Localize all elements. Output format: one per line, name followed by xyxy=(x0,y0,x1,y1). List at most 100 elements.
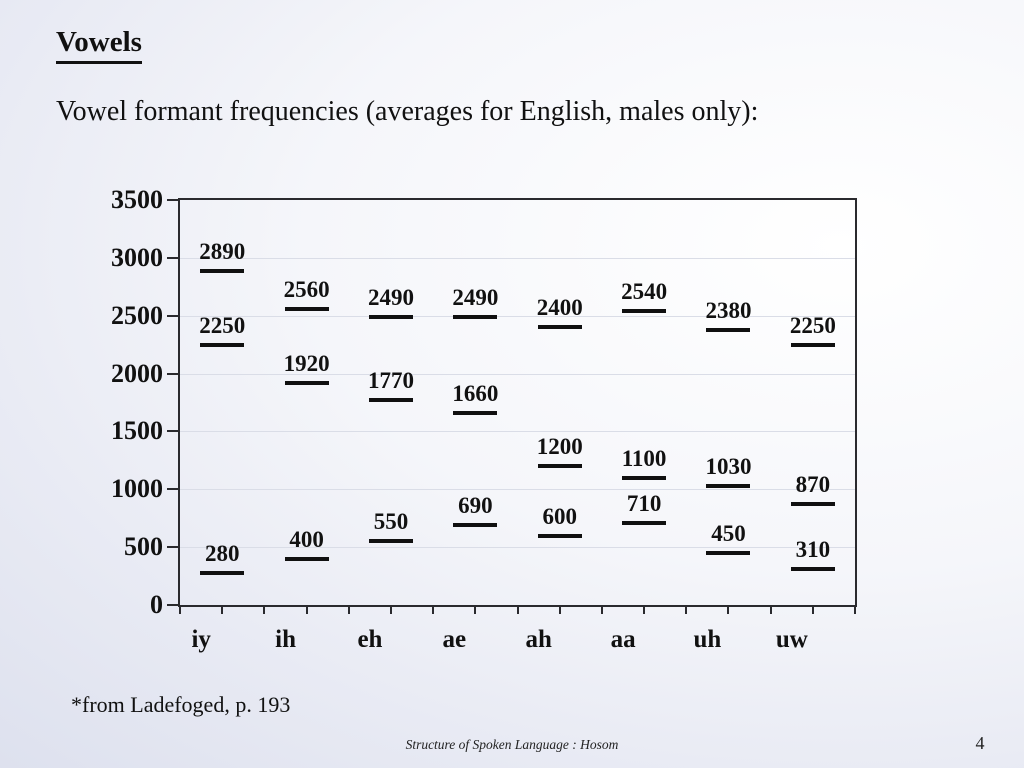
y-axis-label: 1000 xyxy=(111,474,163,504)
x-axis-tick xyxy=(558,605,561,614)
data-marker xyxy=(453,410,498,415)
x-axis-tick xyxy=(179,605,181,614)
data-value-label: 2250 xyxy=(789,312,836,338)
x-axis-label: ih xyxy=(275,626,296,653)
x-axis-tick xyxy=(221,605,224,614)
data-value-label: 690 xyxy=(458,493,493,519)
data-value-label: 2890 xyxy=(199,238,246,264)
gridline xyxy=(180,373,855,375)
y-axis-tick xyxy=(167,256,180,259)
y-axis-label: 2000 xyxy=(111,358,163,388)
x-axis-label: aa xyxy=(610,626,636,653)
x-axis-tick xyxy=(516,605,519,614)
x-axis-tick xyxy=(685,605,688,614)
deck-footer: Structure of Spoken Language : Hosom xyxy=(405,737,619,752)
data-value-label: 1660 xyxy=(452,380,499,406)
data-value-label: 2380 xyxy=(705,297,752,323)
x-axis-tick xyxy=(769,605,772,614)
x-axis-label: eh xyxy=(357,626,383,653)
x-axis-tick xyxy=(389,605,392,614)
data-value-label: 1200 xyxy=(536,434,583,460)
data-value-label: 1030 xyxy=(705,453,752,479)
data-value-label: 310 xyxy=(795,537,831,563)
y-axis-tick xyxy=(167,604,180,606)
y-axis-label: 1500 xyxy=(111,416,163,446)
data-marker xyxy=(790,567,835,572)
x-axis-tick xyxy=(432,605,435,614)
data-marker xyxy=(453,314,498,319)
gridline xyxy=(180,547,855,549)
data-marker xyxy=(706,327,751,332)
data-marker xyxy=(284,306,329,311)
y-axis-tick xyxy=(167,199,180,201)
data-value-label: 1920 xyxy=(283,350,330,376)
x-axis-tick xyxy=(811,605,814,614)
data-marker xyxy=(537,464,582,469)
data-marker xyxy=(622,309,667,314)
y-axis-label: 500 xyxy=(124,532,163,562)
x-axis-label: ah xyxy=(525,626,552,653)
data-marker xyxy=(368,398,413,403)
slide-subtitle: Vowel formant frequencies (averages for … xyxy=(56,96,759,127)
x-axis-tick xyxy=(474,605,477,614)
data-marker xyxy=(706,483,751,488)
data-marker xyxy=(368,314,413,319)
x-axis-tick xyxy=(854,605,856,614)
data-value-label: 600 xyxy=(542,503,577,529)
x-axis-tick xyxy=(643,605,646,614)
data-marker xyxy=(453,523,498,528)
page-number: 4 xyxy=(975,733,985,753)
data-value-label: 280 xyxy=(204,540,240,566)
x-axis-label: uh xyxy=(693,626,722,653)
x-axis-tick xyxy=(600,605,603,614)
data-marker xyxy=(622,520,667,525)
x-axis-tick xyxy=(305,605,308,614)
x-axis-tick xyxy=(347,605,350,614)
y-axis-tick xyxy=(167,488,180,491)
y-axis-tick xyxy=(167,372,180,375)
data-value-label: 1770 xyxy=(367,368,414,394)
data-marker xyxy=(790,502,835,507)
data-value-label: 2540 xyxy=(621,279,668,305)
data-marker xyxy=(622,475,667,480)
x-axis-tick xyxy=(727,605,730,614)
data-value-label: 870 xyxy=(795,472,831,498)
data-marker xyxy=(284,556,329,561)
gridline xyxy=(180,315,855,317)
data-value-label: 2490 xyxy=(367,284,414,310)
data-marker xyxy=(537,325,582,330)
source-footnote: *from Ladefoged, p. 193 xyxy=(71,692,291,717)
data-marker xyxy=(706,550,751,555)
gridline xyxy=(180,431,855,433)
y-axis-label: 3500 xyxy=(111,185,163,214)
data-value-label: 2400 xyxy=(536,295,583,321)
data-marker xyxy=(537,533,582,538)
y-axis-label: 0 xyxy=(150,590,163,619)
data-value-label: 1100 xyxy=(621,445,667,471)
slide-title: Vowels xyxy=(56,26,142,64)
y-axis-label: 2500 xyxy=(111,300,163,330)
x-axis-label: ae xyxy=(442,626,467,653)
x-axis-label: uw xyxy=(775,626,808,653)
gridline xyxy=(180,257,855,259)
x-axis-label: iy xyxy=(191,626,211,653)
data-value-label: 400 xyxy=(289,526,324,552)
x-axis-tick xyxy=(263,605,266,614)
y-axis-tick xyxy=(167,430,180,433)
data-marker xyxy=(284,380,329,385)
gridline xyxy=(180,489,855,491)
formant-chart: 0 500 1000 1500 2000 2500 3000 3500 iy ih eh ae ah a… xyxy=(111,187,857,652)
data-marker xyxy=(200,570,245,575)
data-value-label: 550 xyxy=(373,509,409,535)
data-marker xyxy=(368,539,413,544)
data-value-label: 450 xyxy=(711,520,746,546)
data-marker xyxy=(200,342,245,347)
y-axis-label: 3000 xyxy=(111,242,163,272)
data-value-label: 2490 xyxy=(452,284,499,310)
slide-title-text: Vowels xyxy=(56,26,142,64)
data-marker xyxy=(200,268,245,273)
data-value-label: 710 xyxy=(626,490,662,516)
data-marker xyxy=(790,342,835,347)
y-axis-tick xyxy=(167,546,180,549)
